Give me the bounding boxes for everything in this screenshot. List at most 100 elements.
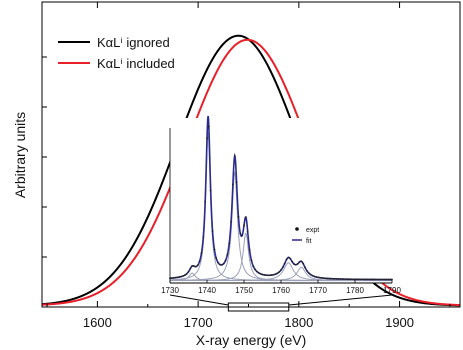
inset-expt-point: [381, 278, 384, 281]
inset-expt-point: [287, 256, 290, 259]
inset-expt-point: [248, 248, 251, 251]
x-tick-label: 1700: [184, 315, 213, 330]
inset-expt-point: [372, 278, 375, 281]
inset-expt-point: [220, 263, 223, 266]
inset-expt-point: [326, 277, 329, 280]
inset-expt-point: [243, 224, 245, 227]
inset-expt-point: [357, 278, 360, 281]
inset-expt-point: [363, 278, 366, 281]
inset-expt-point: [263, 274, 266, 276]
inset-x-tick-label: 1770: [309, 286, 327, 295]
inset-expt-point: [172, 277, 175, 279]
y-axis-label: Arbitrary units: [12, 112, 28, 198]
inset-expt-point: [254, 268, 256, 271]
main-series-group: [41, 34, 461, 307]
inset-x-tick-label: 1790: [383, 286, 401, 295]
inset-expt-point: [235, 181, 238, 184]
inset-expt-point: [211, 230, 214, 232]
inset-expt-point: [187, 270, 190, 273]
inset-expt-point: [239, 232, 242, 235]
inset-expt-point: [331, 277, 334, 280]
inset-expt-point: [343, 278, 345, 281]
inset-expt-point: [322, 277, 325, 280]
inset-expt-point: [270, 274, 273, 276]
inset-expt-point: [370, 278, 373, 281]
inset-expt-point: [180, 275, 183, 278]
inset-expt-point: [387, 278, 390, 281]
inset-expt-point: [383, 278, 386, 281]
inset-expt-point: [183, 274, 186, 277]
inset-expt-point: [278, 271, 281, 273]
main-legend: KαLⁱ ignored KαLⁱ included: [58, 35, 175, 71]
inset-expt-point: [289, 257, 292, 260]
inset-expt-point: [389, 278, 392, 281]
series-line-ignored: [41, 34, 461, 307]
inset-expt-point: [280, 269, 282, 271]
inset-expt-point: [176, 276, 179, 279]
inset-x-tick-label: 1780: [346, 286, 364, 295]
inset-expt-point: [304, 266, 306, 269]
inset-expt-point: [232, 183, 234, 186]
inset-expt-point: [300, 260, 303, 263]
inset-expt-point: [341, 278, 343, 280]
inset-expt-point: [170, 277, 173, 279]
inset-expt-point: [237, 215, 240, 218]
inset-expt-point: [174, 276, 177, 279]
inset-expt-point: [257, 272, 260, 274]
inset-expt-point: [313, 275, 316, 278]
inset-expt-point: [213, 248, 216, 251]
inset-expt-point: [365, 278, 367, 281]
inset-expt-point: [198, 260, 201, 263]
inset-expt-point: [272, 273, 275, 276]
inset-expt-point: [296, 262, 299, 265]
inset-expt-point: [217, 261, 220, 264]
inset-expt-point: [344, 278, 347, 281]
inset-expt-point: [228, 242, 231, 245]
inset-expt-point: [311, 274, 314, 277]
inset-expt-point: [298, 261, 301, 263]
inset-expt-point: [244, 216, 247, 219]
inset-expt-point: [368, 278, 371, 281]
inset-expt-point: [265, 274, 268, 277]
inset-expt-point: [189, 267, 192, 270]
inset-expt-point: [317, 276, 319, 279]
inset-expt-point: [315, 276, 318, 278]
inset-expt-point: [276, 272, 279, 275]
inset-expt-point: [261, 273, 264, 276]
inset-expt-point: [281, 266, 284, 269]
inset-expt-point: [185, 272, 188, 275]
inset-expt-point: [367, 278, 369, 281]
inset-expt-point: [306, 269, 308, 272]
inset-expt-point: [267, 274, 269, 277]
zoom-connector-left: [169, 294, 229, 306]
inset-expt-point: [346, 278, 349, 281]
inset-expt-point: [355, 278, 358, 281]
inset-expt-point: [350, 278, 353, 281]
inset-expt-point: [204, 201, 207, 203]
inset-expt-point: [222, 262, 225, 265]
inset-expt-point: [241, 234, 244, 237]
inset-expt-point: [219, 263, 221, 266]
inset-x-tick-label: 1740: [198, 286, 216, 295]
inset-expt-point: [348, 278, 351, 281]
inset-expt-point: [302, 262, 305, 265]
inset-expt-point: [230, 221, 232, 223]
x-tick-label: 1900: [385, 315, 414, 330]
inset-legend-expt-marker: [295, 227, 299, 231]
inset-expt-point: [337, 278, 340, 280]
inset-expt-point: [274, 273, 277, 276]
x-axis-label: X-ray energy (eV): [196, 332, 306, 348]
series-line-included: [41, 38, 461, 307]
inset-expt-point: [246, 230, 249, 233]
inset-expt-point: [206, 137, 208, 140]
inset-expt-point: [196, 264, 199, 267]
inset-expt-point: [250, 259, 253, 262]
inset-expt-point: [178, 276, 181, 278]
inset-expt-point: [293, 263, 295, 265]
legend-label-ignored: KαLⁱ ignored: [97, 35, 170, 50]
inset-expt-point: [391, 278, 393, 281]
inset-expt-point: [333, 277, 336, 280]
inset-expt-point: [226, 253, 229, 256]
inset-expt-point: [339, 278, 342, 280]
